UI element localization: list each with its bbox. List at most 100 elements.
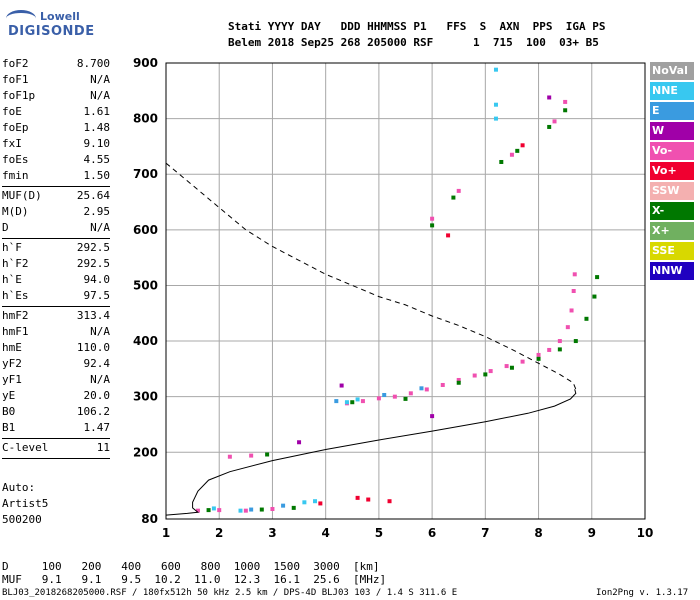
- echo-point-e: [334, 399, 339, 404]
- echo-point-w: [430, 414, 435, 419]
- param-row: M(D) 2.95: [2, 204, 110, 220]
- logo-text-line2: DIGISONDE: [8, 24, 95, 39]
- echo-point-vo-: [355, 495, 360, 500]
- footer-version: Ion2Png v. 1.3.17: [596, 588, 689, 598]
- echo-point-w: [339, 383, 344, 388]
- echo-point-vo-: [456, 377, 461, 382]
- echo-point-vo-: [488, 369, 493, 374]
- param-row: D N/A: [2, 220, 110, 236]
- legend-item-w: W: [650, 122, 694, 140]
- y-tick-label: 80: [141, 512, 158, 526]
- echo-point-vo-: [520, 359, 525, 364]
- param-row: foEp 1.48: [2, 120, 110, 136]
- param-value: N/A: [90, 89, 110, 102]
- x-tick-label: 6: [428, 526, 436, 540]
- param-value: 1.61: [83, 105, 111, 118]
- param-row: B0 106.2: [2, 404, 110, 420]
- x-tick-label: 4: [321, 526, 329, 540]
- echo-point-vo-: [557, 339, 562, 344]
- param-row: C-level 11: [2, 440, 110, 456]
- muf-row: MUF 9.1 9.1 9.5 10.2 11.0 12.3 16.1 25.6…: [2, 573, 387, 586]
- distance-row: D 100 200 400 600 800 1000 1500 3000 [km…: [2, 560, 380, 573]
- param-name: fxI: [2, 137, 22, 150]
- echo-point-vo-: [520, 143, 525, 148]
- echo-point-nne: [355, 397, 360, 402]
- y-tick-label: 300: [133, 390, 158, 404]
- echo-point-x-: [265, 452, 270, 457]
- echo-point-x-: [430, 223, 435, 228]
- echo-point-vo-: [360, 399, 365, 404]
- legend-item-sse: SSE: [650, 242, 694, 260]
- echo-point-x-: [573, 339, 578, 344]
- echo-point-x-: [584, 316, 589, 321]
- param-separator: [2, 186, 110, 187]
- echo-point-x-: [483, 372, 488, 377]
- param-separator: [2, 238, 110, 239]
- echo-point-vo-: [392, 394, 397, 399]
- param-name: C-level: [2, 441, 49, 454]
- param-row: yF1 N/A: [2, 372, 110, 388]
- x-tick-label: 1: [162, 526, 170, 540]
- param-row: h`F 292.5: [2, 240, 110, 256]
- logo-arc-icon: [6, 10, 36, 27]
- echo-point-x-: [536, 356, 541, 361]
- y-tick-label: 800: [133, 112, 158, 126]
- y-tick-label: 900: [133, 56, 158, 70]
- y-tick-label: 500: [133, 278, 158, 292]
- param-name: yF2: [2, 357, 22, 370]
- param-name: foE: [2, 105, 22, 118]
- echo-point-vo-: [536, 352, 541, 357]
- digisonde-logo: Lowell DIGISONDE: [4, 8, 94, 40]
- echo-point-nne: [493, 102, 498, 107]
- echo-point-vo-: [563, 99, 568, 104]
- echo-point-vo-: [547, 347, 552, 352]
- param-row: foF1 N/A: [2, 72, 110, 88]
- param-name: hmF2: [2, 309, 29, 322]
- legend-item-nnw: NNW: [650, 262, 694, 280]
- header-values: Belem 2018 Sep25 268 205000 RSF 1 715 10…: [228, 36, 599, 49]
- y-tick-label: 200: [133, 445, 158, 459]
- echo-point-vo-: [509, 152, 514, 157]
- param-name: h`Es: [2, 289, 29, 302]
- param-value: 8.700: [76, 57, 110, 70]
- param-value: 292.5: [76, 241, 110, 254]
- echo-point-vo-: [424, 387, 429, 392]
- echo-point-e: [382, 392, 387, 397]
- echo-point-x-: [291, 505, 296, 510]
- echo-point-x-: [595, 275, 600, 280]
- param-row: hmF1 N/A: [2, 324, 110, 340]
- param-value: N/A: [90, 221, 110, 234]
- echo-point-vo-: [440, 382, 445, 387]
- echo-point-x-: [563, 108, 568, 113]
- param-row: h`Es 97.5: [2, 288, 110, 304]
- param-row: h`E 94.0: [2, 272, 110, 288]
- x-tick-label: 5: [375, 526, 383, 540]
- scaled-parameters-panel: foF2 8.700 foF1 N/A foF1p N/A foE 1.61 foEp 1.48 f…: [2, 56, 110, 460]
- plot-area: [166, 63, 645, 519]
- param-separator: [2, 306, 110, 307]
- param-name: M(D): [2, 205, 29, 218]
- param-name: yF1: [2, 373, 22, 386]
- echo-point-vo-: [387, 499, 392, 504]
- echo-point-nne: [493, 67, 498, 72]
- logo-text-line1: Lowell: [40, 10, 80, 23]
- echo-point-vo-: [456, 188, 461, 193]
- param-value: 9.10: [83, 137, 111, 150]
- legend-item-vo-: Vo-: [650, 142, 694, 160]
- legend-item-ssw: SSW: [650, 182, 694, 200]
- param-name: foEp: [2, 121, 29, 134]
- param-value: 292.5: [76, 257, 110, 270]
- echo-point-x-: [350, 400, 355, 405]
- param-name: foF2: [2, 57, 29, 70]
- param-row: MUF(D) 25.64: [2, 188, 110, 204]
- legend-item-nne: NNE: [650, 82, 694, 100]
- echo-point-w: [547, 95, 552, 100]
- echo-point-x-: [515, 148, 520, 153]
- echo-point-vo-: [227, 454, 232, 459]
- param-value: 92.4: [83, 357, 111, 370]
- x-tick-label: 2: [215, 526, 223, 540]
- param-name: B0: [2, 405, 16, 418]
- echo-point-x-: [592, 294, 597, 299]
- echo-point-vo-: [318, 501, 323, 506]
